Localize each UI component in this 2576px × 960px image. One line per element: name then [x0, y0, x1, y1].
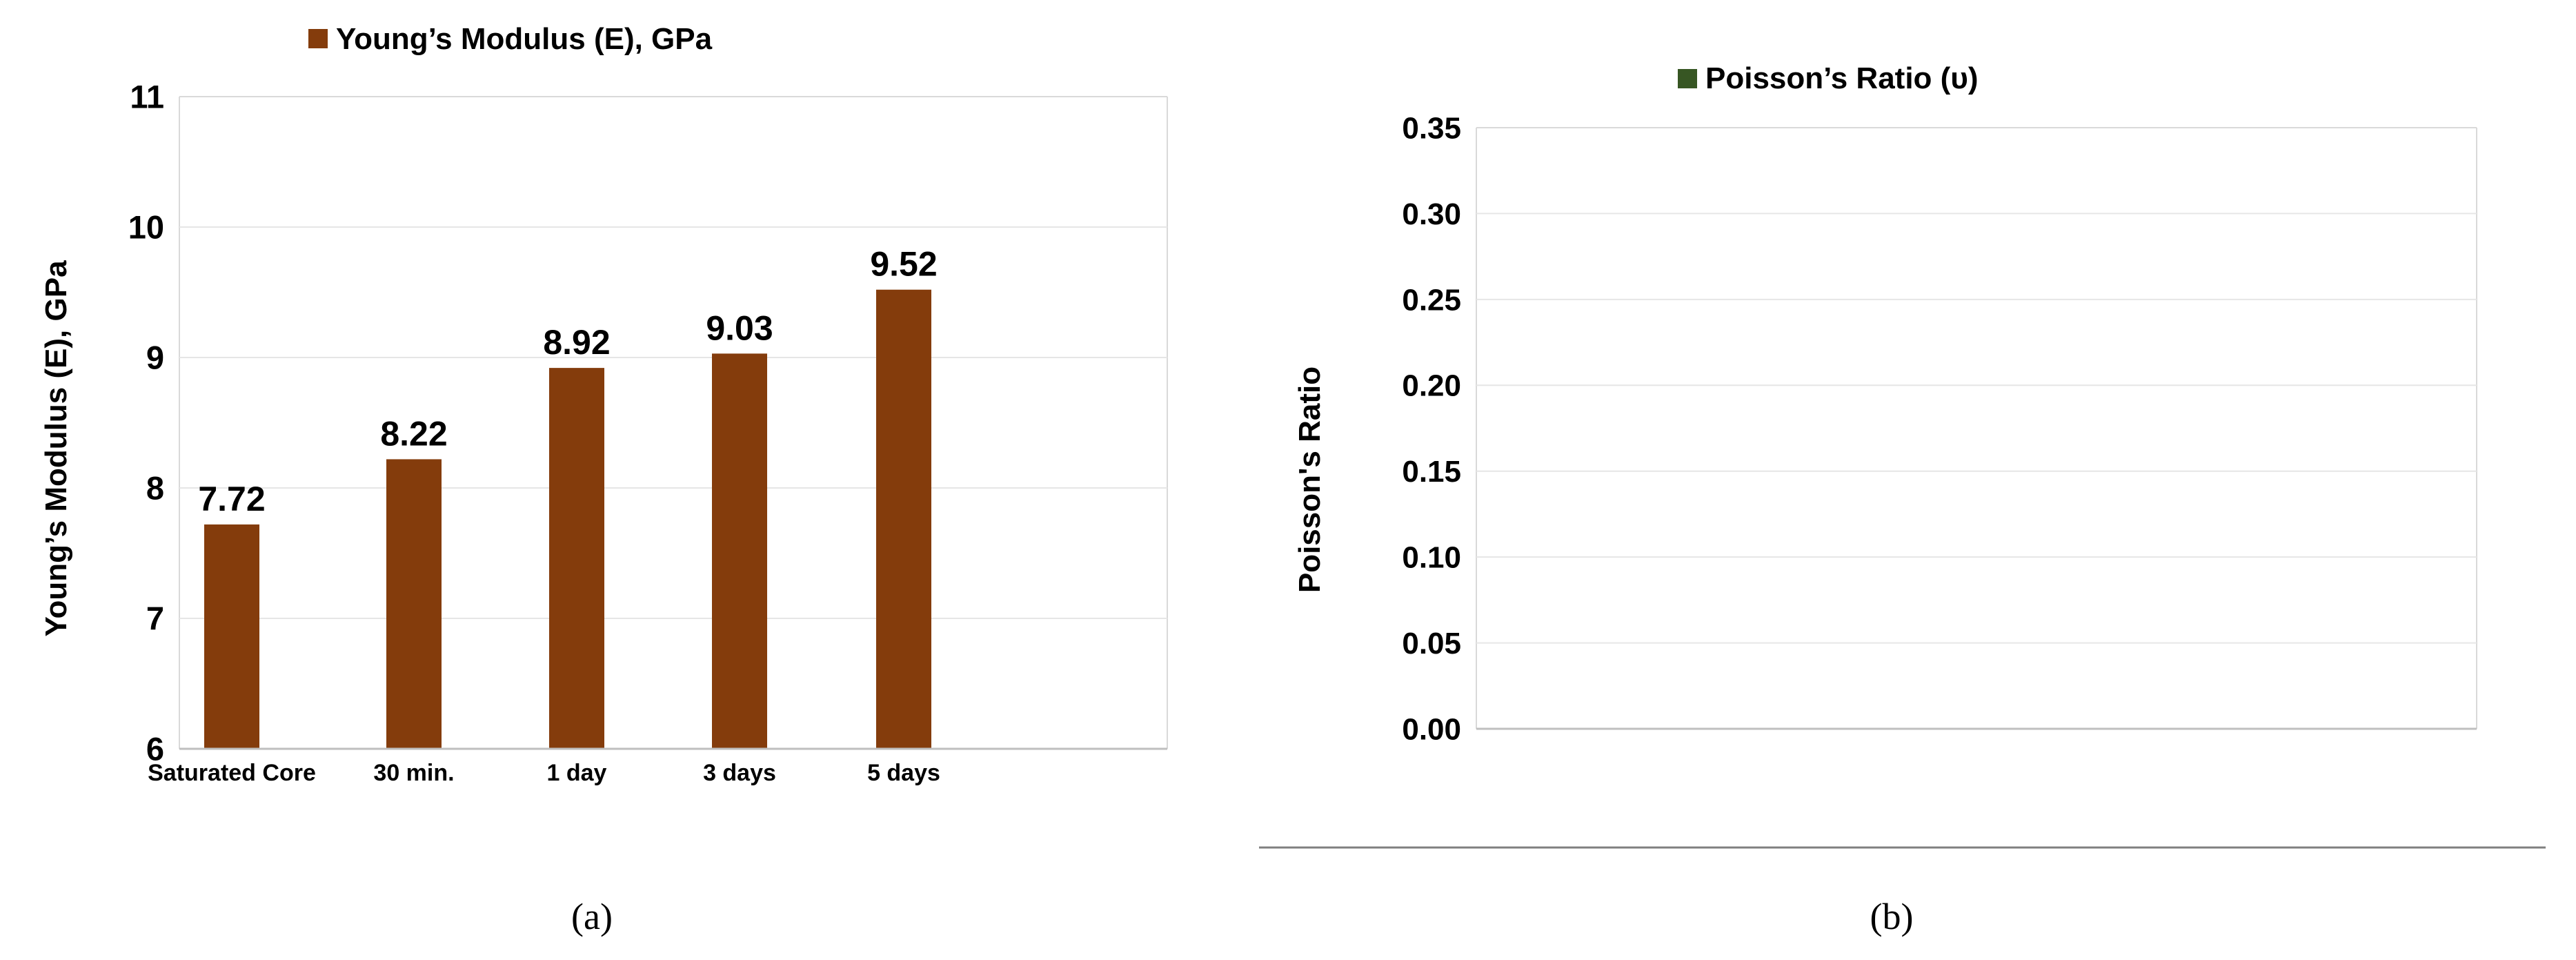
bars	[204, 289, 931, 750]
chart-panel-b: Poisson’s Ratio (υ) Poisson's Ratio 0.00…	[1259, 61, 2546, 937]
y-ticks: 6 7 8 9 10 11	[128, 78, 164, 767]
grid	[1476, 213, 2477, 644]
x-tick-label: 5 days	[867, 760, 940, 786]
x-tick-label: Saturated Core	[148, 760, 316, 786]
legend-label: Young’s Modulus (E), GPa	[336, 22, 713, 56]
data-label: 9.03	[706, 308, 773, 347]
y-axis-label: Young’s Modulus (E), GPa	[39, 260, 73, 637]
legend-swatch	[1678, 69, 1697, 88]
x-tick-label: 30 min.	[373, 760, 454, 786]
data-label: 8.92	[543, 323, 610, 362]
panel-caption: (b)	[1870, 896, 1914, 937]
y-tick-label: 10	[128, 208, 164, 245]
y-tick-label: 9	[146, 339, 164, 375]
bar	[712, 353, 767, 749]
grid	[179, 226, 1167, 619]
x-tick-label: 3 days	[703, 760, 776, 786]
y-tick-label: 0.00	[1402, 712, 1461, 746]
panel-caption: (a)	[571, 896, 613, 937]
x-ticks: Saturated Core 30 min. 1 day 3 days 5 days	[148, 760, 940, 786]
bar	[549, 368, 604, 749]
data-label: 7.72	[198, 480, 265, 518]
y-tick-label: 0.30	[1402, 197, 1461, 231]
y-tick-label: 8	[146, 469, 164, 506]
y-axis-label: Poisson's Ratio	[1293, 366, 1327, 593]
y-tick-label: 0.15	[1402, 455, 1461, 489]
bar	[386, 459, 442, 749]
y-tick-label: 0.10	[1402, 541, 1461, 575]
x-tick-label: 1 day	[547, 760, 607, 786]
y-ticks: 0.00 0.05 0.10 0.15 0.20 0.25 0.30 0.35	[1402, 111, 1461, 746]
y-tick-label: 0.25	[1402, 283, 1461, 317]
legend-label: Poisson’s Ratio (υ)	[1705, 61, 1979, 95]
y-tick-label: 11	[130, 78, 164, 115]
chart-panel-a: Young’s Modulus (E), GPa Young’s Modulus…	[39, 22, 1168, 937]
y-tick-label: 0.35	[1402, 111, 1461, 145]
y-tick-label: 6	[146, 730, 164, 767]
data-label: 8.22	[380, 414, 447, 453]
data-label: 9.52	[870, 245, 937, 284]
bar	[876, 289, 931, 750]
data-labels: 7.72 8.22 8.92 9.03 9.52	[198, 245, 937, 518]
y-tick-label: 7	[146, 600, 164, 636]
y-tick-label: 0.20	[1402, 369, 1461, 403]
bar	[204, 524, 259, 749]
legend-swatch	[308, 29, 328, 48]
y-tick-label: 0.05	[1402, 627, 1461, 660]
